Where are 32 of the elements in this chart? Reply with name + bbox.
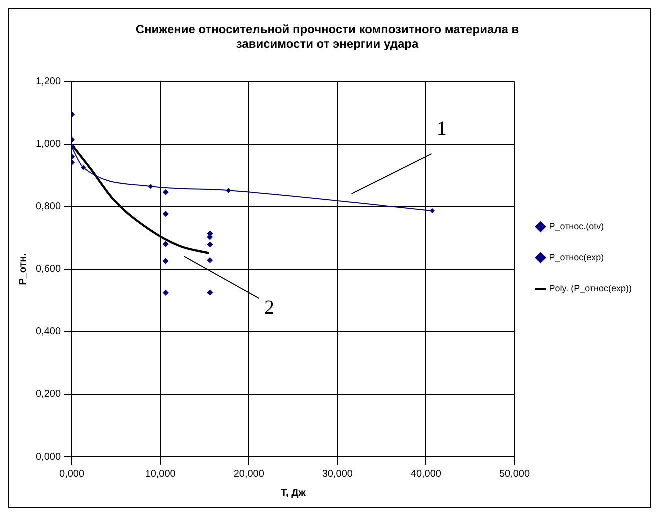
point — [162, 211, 169, 218]
y-tick-label: 0,400 — [36, 326, 62, 338]
y-axis-title: Р_отн. — [18, 253, 29, 286]
y-tick-label: 1,200 — [36, 76, 62, 88]
point — [226, 188, 232, 194]
point — [148, 184, 154, 190]
x-tick-label: 10,000 — [145, 468, 176, 480]
point — [162, 189, 169, 196]
point — [207, 242, 214, 248]
chart-title: Снижение относительной прочности композитного материала в зависимости от энергии удара — [136, 22, 520, 51]
x-tick-label: 50,000 — [499, 468, 530, 480]
point — [162, 258, 169, 264]
x-tick-label: 40,000 — [410, 468, 442, 480]
y-tick-label: 0,800 — [36, 202, 62, 213]
x-tick-label: 20,000 — [234, 468, 265, 480]
x-tick-label: 30,000 — [322, 468, 354, 480]
y-tick-label: 0,000 — [36, 452, 62, 463]
y-tick-label: 0,200 — [36, 389, 62, 400]
x-tick-label: 0,000 — [60, 468, 85, 480]
point — [81, 165, 86, 170]
point — [207, 290, 214, 296]
legend-label: P_относ(exp) — [549, 252, 604, 262]
point — [162, 290, 169, 296]
annotation: 1 — [436, 118, 447, 140]
annotation: 2 — [264, 296, 274, 319]
y-tick-label: 1,000 — [36, 139, 62, 150]
y-tick-label: 0,600 — [36, 264, 62, 276]
point — [162, 241, 169, 248]
point — [207, 257, 214, 264]
x-axis-title: Т, Дж — [280, 488, 307, 499]
legend-label: Poly. (P_относ(exp)) — [549, 283, 632, 294]
legend-label: P_относ.(otv) — [549, 221, 604, 232]
